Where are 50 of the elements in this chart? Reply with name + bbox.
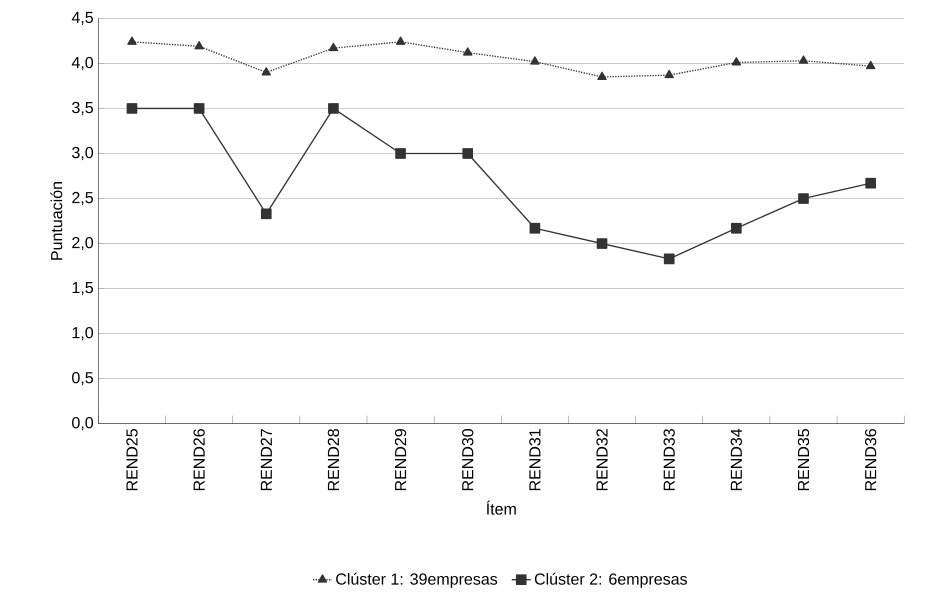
y-tick-label: 4,0 (72, 56, 94, 70)
point (798, 55, 808, 64)
point (664, 70, 674, 78)
point (194, 40, 204, 50)
y-tick-label: 3,5 (72, 102, 93, 116)
point (260, 208, 272, 220)
point (462, 148, 474, 159)
y-axis-title: Puntuación (50, 182, 62, 260)
x-tick-label: REND35 (798, 429, 810, 490)
point (596, 238, 608, 249)
x-tick-label: REND28 (328, 429, 340, 490)
point (866, 60, 876, 70)
point (530, 222, 540, 234)
point (328, 103, 339, 114)
legend-label: Clúster 1: 39empresas (336, 572, 498, 588)
x-tick-label: REND29 (394, 429, 406, 490)
x-tick-label: REND26 (193, 429, 205, 490)
point (463, 47, 472, 56)
x-tick-label: REND34 (730, 428, 742, 490)
point (530, 56, 540, 65)
point (731, 222, 742, 234)
x-tick-label: REND36 (864, 429, 876, 490)
y-tick-label: 0,0 (72, 417, 94, 430)
point (865, 178, 876, 189)
point (194, 103, 204, 114)
x-tick-label: REND33 (664, 429, 675, 490)
point (262, 67, 271, 76)
x-tick-label: REND30 (462, 428, 474, 490)
x-axis-title: Ítem (486, 500, 516, 515)
point (664, 254, 675, 264)
y-tick-label: 2,5 (72, 192, 93, 206)
x-tick-label: REND31 (529, 429, 541, 490)
legend-label: Clúster 2: 6empresas (534, 572, 687, 588)
point (597, 72, 607, 80)
point (396, 36, 406, 45)
x-tick-label: REND32 (596, 429, 608, 490)
point (126, 103, 138, 114)
y-tick-label: 0,5 (72, 372, 93, 386)
point (395, 148, 406, 159)
point (328, 42, 338, 52)
x-tick-label: REND27 (260, 429, 272, 490)
y-tick-label: 4,5 (72, 12, 93, 25)
point (798, 193, 809, 204)
point (127, 36, 137, 45)
y-tick-label: 1,0 (72, 327, 94, 340)
point (732, 57, 742, 66)
x-tick-label: REND25 (126, 429, 138, 490)
y-tick-label: 2,0 (72, 236, 94, 250)
y-tick-label: 3,0 (72, 146, 94, 160)
y-tick-label: 1,5 (72, 282, 93, 296)
